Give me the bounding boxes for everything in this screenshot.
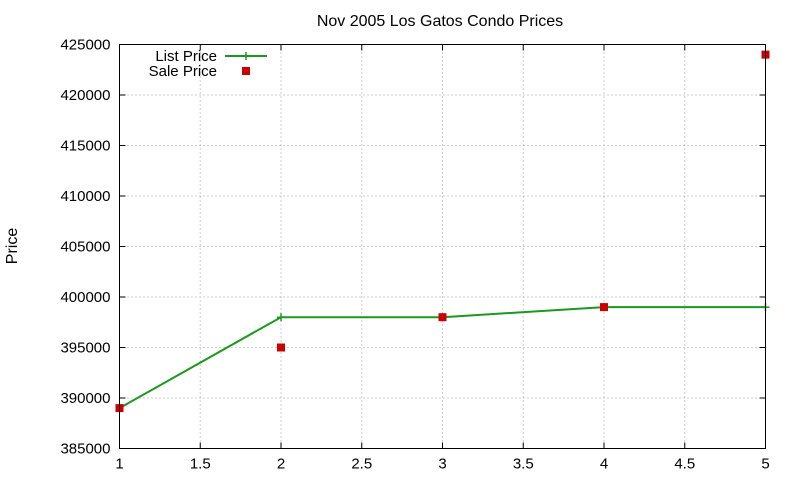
y-tick-label: 390000 [60,390,110,407]
y-tick-label: 405000 [60,239,110,256]
chart-title: Nov 2005 Los Gatos Condo Prices [317,13,563,30]
y-tick-labels: 385000 390000 395000 400000 405000 410000 4150… [60,37,110,458]
legend-marker-sale-price [242,67,250,75]
x-tick-label: 5 [761,456,769,473]
y-tick-label: 420000 [60,87,110,104]
x-tick-labels: 1 1.5 2 2.5 3 3.5 4 4.5 5 [115,456,769,473]
x-tick-label: 4 [600,456,608,473]
sale-price-point [600,303,608,312]
sale-price-point [438,313,447,322]
y-tick-label: 400000 [60,289,110,306]
x-tick-label: 3 [438,456,446,473]
grid-lines [119,44,766,449]
x-tick-label: 2.5 [351,456,372,473]
x-tick-label: 1.5 [190,456,211,473]
x-tick-label: 1 [115,456,123,473]
y-axis-label: Price [4,228,21,265]
legend-label-list-price: List Price [155,48,217,65]
legend-marker-list-price [242,52,250,60]
plot-frame [119,44,766,449]
y-tick-label: 385000 [60,441,110,458]
list-price-point [277,313,285,322]
x-tick-label: 3.5 [513,456,534,473]
x-tick-label: 4.5 [674,456,695,473]
legend-label-sale-price: Sale Price [149,63,217,80]
sale-price-point [277,343,285,352]
x-tick-label: 2 [277,456,285,473]
y-tick-label: 425000 [60,37,110,54]
y-tick-label: 415000 [60,138,110,155]
y-tick-label: 410000 [60,188,110,205]
y-tick-label: 395000 [60,340,110,357]
